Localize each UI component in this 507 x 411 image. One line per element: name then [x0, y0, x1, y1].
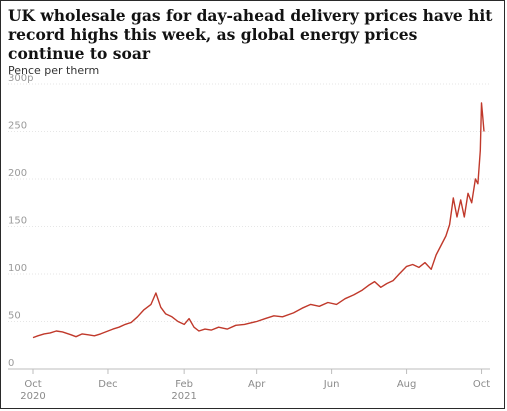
- x-tick-label: Dec: [98, 379, 117, 390]
- y-axis-unit-label: Pence per therm: [8, 64, 100, 77]
- y-tick-label: 50: [8, 311, 21, 322]
- y-tick-label: 100: [8, 263, 27, 274]
- y-tick-label: 200: [8, 168, 27, 179]
- x-tick-label: Apr: [248, 379, 266, 390]
- y-tick-label: 300p: [8, 73, 33, 84]
- y-tick-label: 150: [8, 216, 27, 227]
- price-series-line: [32, 102, 485, 339]
- y-tick-label: 250: [8, 121, 27, 132]
- grid-lines: [8, 83, 490, 370]
- x-tick-label: Feb: [175, 379, 193, 390]
- x-tick-label: Oct: [24, 379, 41, 390]
- y-tick-label: 0: [8, 358, 14, 369]
- y-axis-ticks: 0 50 100 150 200 250 300p: [8, 73, 33, 369]
- x-tick-label: Jun: [323, 379, 340, 390]
- x-tick-label: Aug: [397, 379, 417, 390]
- x-tick-label: Oct: [473, 379, 490, 390]
- x-tick-year-label: 2020: [20, 391, 45, 402]
- x-tick-year-label: 2021: [171, 391, 196, 402]
- chart-title: UK wholesale gas for day-ahead delivery …: [8, 6, 493, 63]
